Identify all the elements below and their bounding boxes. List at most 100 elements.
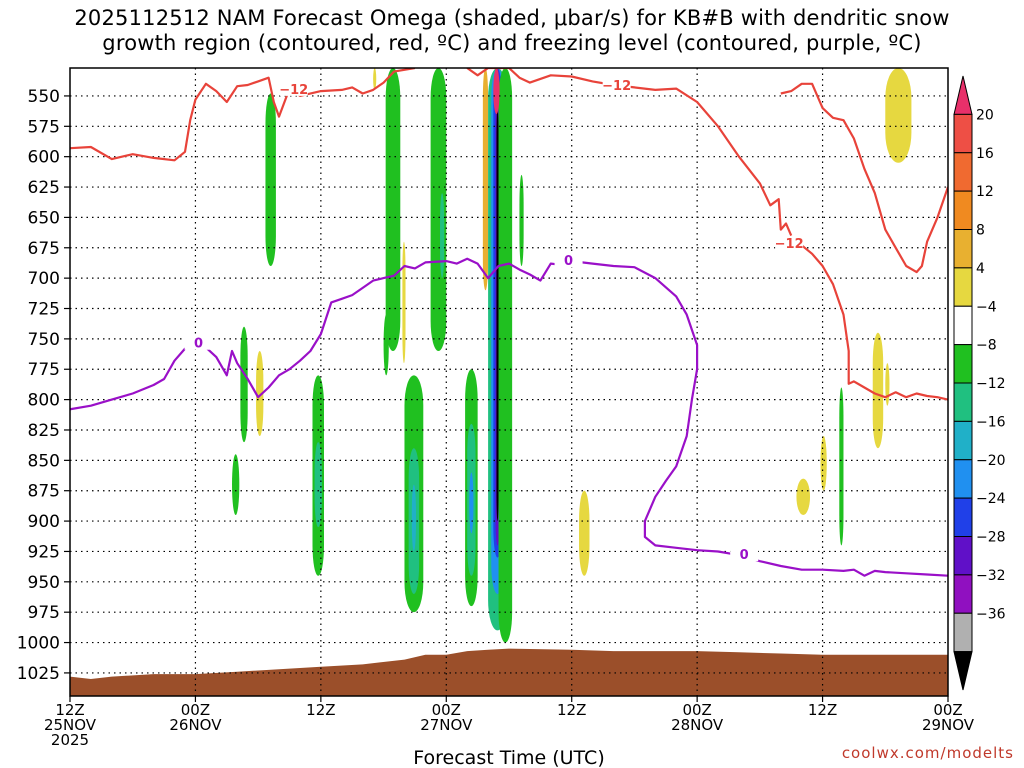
colorbar-label: −20 xyxy=(976,453,1006,469)
omega-cell-23 xyxy=(498,68,513,643)
omega-cell-10 xyxy=(411,484,416,552)
colorbar-label: −32 xyxy=(976,568,1006,584)
y-tick-label: 900 xyxy=(28,512,60,532)
omega-cell-5 xyxy=(314,442,322,528)
omega-cell-32 xyxy=(872,332,884,449)
colorbar-swatch xyxy=(953,305,973,346)
dgz-label-2-text: −12 xyxy=(602,79,631,94)
y-tick-label: 675 xyxy=(28,239,60,259)
colorbar-label: −8 xyxy=(976,338,997,354)
colorbar-cap-bottom xyxy=(953,651,973,691)
omega-cell-16 xyxy=(469,472,474,534)
dgz-label-1: −12 xyxy=(279,81,308,98)
y-tick-label: 975 xyxy=(28,603,60,623)
y-tick-label: 775 xyxy=(28,360,60,380)
colorbar: 20 16 12 8 4 −4 −8 −12 −16 −20 −24 −28 −32 −36 xyxy=(953,75,1006,691)
frz-label-1-bg xyxy=(184,335,213,350)
colorbar-label: 16 xyxy=(976,146,994,162)
contour-layer: −12 −12 −12 0 0 0 xyxy=(70,68,948,577)
x-tick-label: 12Z xyxy=(306,701,335,719)
chart-title: 2025112512 NAM Forecast Omega (shaded, μ… xyxy=(0,6,1024,56)
x-tick-label: 12Z xyxy=(55,701,84,719)
colorbar-label: −16 xyxy=(976,414,1006,430)
omega-cell-0 xyxy=(265,93,276,266)
omega-cell-27 xyxy=(579,490,590,576)
y-tick-label: 600 xyxy=(28,148,60,168)
y-tick-label: 1000 xyxy=(17,634,60,654)
omega-shading-layer xyxy=(232,68,912,643)
x-tick-label: 00Z xyxy=(181,701,210,719)
colorbar-swatch xyxy=(953,536,973,576)
colorbar-swatch xyxy=(953,459,973,499)
terrain-layer xyxy=(70,648,948,696)
y-tick-label: 700 xyxy=(28,269,60,289)
omega-cell-17 xyxy=(482,68,489,291)
x-tick-label: 29NOV xyxy=(922,716,975,734)
omega-cell-30 xyxy=(839,387,844,546)
colorbar-swatch xyxy=(953,420,973,461)
x-tick-label: 26NOV xyxy=(169,716,222,734)
chart-title-line1: 2025112512 NAM Forecast Omega (shaded, μ… xyxy=(74,6,950,30)
frz-label-2: 0 xyxy=(554,253,583,269)
colorbar-label: −24 xyxy=(976,491,1006,507)
colorbar-swatch xyxy=(953,344,973,384)
x-tick-label: 27NOV xyxy=(420,716,473,734)
omega-cell-2 xyxy=(256,351,264,437)
omega-cell-1 xyxy=(240,326,248,443)
colorbar-label: 20 xyxy=(976,107,994,123)
frz-label-2-text: 0 xyxy=(564,254,573,269)
dgz-label-3-bg xyxy=(775,236,804,251)
colorbar-label: 8 xyxy=(976,223,985,239)
omega-cell-33 xyxy=(885,363,890,406)
dgz-label-2-bg xyxy=(602,78,631,93)
dgz-label-3-text: −12 xyxy=(775,237,804,252)
y-tick-label: 1025 xyxy=(17,664,60,684)
dgz-contour-mid xyxy=(466,68,793,237)
x-tick-label: 12Z xyxy=(808,701,837,719)
colorbar-swatch xyxy=(953,612,973,653)
colorbar-label: −12 xyxy=(976,376,1006,392)
omega-cell-25 xyxy=(373,68,377,90)
y-tick-label: 550 xyxy=(28,87,60,107)
omega-cell-28 xyxy=(796,478,811,516)
frz-label-3-text: 0 xyxy=(740,548,749,563)
plot-frame xyxy=(69,67,949,697)
axes-layer: 550 575 600 625 650 675 700 725 750 775 800 825 850 8… xyxy=(17,67,975,768)
colorbar-swatch xyxy=(953,190,973,230)
source-credit: coolwx.com/modelts xyxy=(841,744,1014,762)
omega-cell-22 xyxy=(496,108,499,522)
omega-cell-11 xyxy=(402,241,406,364)
dgz-label-3: −12 xyxy=(775,236,804,252)
y-tick-label: 800 xyxy=(28,391,60,411)
omega-cell-12 xyxy=(430,68,447,352)
x-axis-label: Forecast Time (UTC) xyxy=(413,747,604,768)
x-tick-label: 00Z xyxy=(933,701,962,719)
frz-label-2-bg xyxy=(554,253,583,268)
x-tick-label: 12Z xyxy=(557,701,586,719)
dgz-label-2: −12 xyxy=(602,78,631,94)
colorbar-swatch xyxy=(953,574,973,614)
x-tick-label: 25NOV xyxy=(44,716,97,734)
dgz-label-1-text: −12 xyxy=(279,83,308,98)
x-tick-label: 00Z xyxy=(432,701,461,719)
colorbar-swatch xyxy=(953,152,973,192)
x-tick-label: 2025 xyxy=(51,731,89,749)
colorbar-label: −28 xyxy=(976,530,1006,546)
chart-title-line2: growth region (contoured, red, ºC) and f… xyxy=(102,31,922,55)
colorbar-swatch xyxy=(953,382,973,422)
colorbar-cap-top xyxy=(953,75,973,115)
colorbar-swatch xyxy=(953,229,973,269)
y-tick-label: 725 xyxy=(28,300,60,320)
omega-cell-3 xyxy=(232,454,240,516)
y-tick-label: 625 xyxy=(28,178,60,198)
colorbar-label: −36 xyxy=(976,606,1006,622)
dgz-label-1-bg xyxy=(279,81,308,96)
dgz-contour-east-lower xyxy=(790,238,948,401)
colorbar-label: 12 xyxy=(976,184,994,200)
y-tick-label: 925 xyxy=(28,542,60,562)
y-tick-label: 850 xyxy=(28,451,60,471)
y-tick-label: 875 xyxy=(28,482,60,502)
colorbar-swatch xyxy=(953,497,973,537)
colorbar-label: 4 xyxy=(976,261,985,277)
